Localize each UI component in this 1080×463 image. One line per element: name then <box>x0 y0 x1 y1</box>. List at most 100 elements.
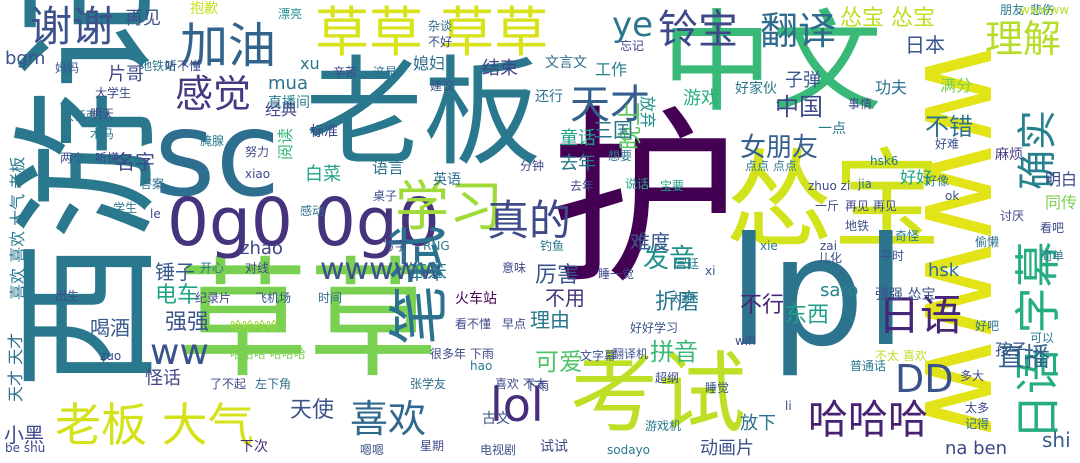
word: 电视剧 <box>480 443 517 457</box>
word: 草草 <box>178 244 439 396</box>
word: 好吧 <box>975 319 1000 333</box>
word: 喜欢 喜欢 大气 老板 <box>8 156 27 300</box>
word: le <box>150 207 161 221</box>
word: 功夫 <box>875 78 908 97</box>
word: 不错 <box>925 113 973 141</box>
word: 一斤 <box>815 199 840 213</box>
word: hsk <box>928 260 960 281</box>
word: 真的 <box>487 196 572 245</box>
word: 难度 <box>630 230 670 254</box>
word: 太难 <box>670 291 695 305</box>
word: 老板 大气 <box>55 398 254 452</box>
word: 锤子 <box>155 260 195 284</box>
word: 喝酒 <box>90 316 130 340</box>
word: 动画片 <box>700 438 754 459</box>
word: 白菜 <box>305 164 341 185</box>
word: 英语 <box>433 172 461 188</box>
word: 怂宝 <box>725 139 942 264</box>
word: 翻译机 <box>612 347 649 361</box>
word: 记得 <box>965 417 990 431</box>
word: sodayo <box>607 443 651 457</box>
word: 强强 <box>165 310 210 335</box>
word: 腌腺 <box>200 134 225 148</box>
word: 三国 <box>593 118 633 142</box>
word: 妈妈 <box>55 61 80 75</box>
word: na ben <box>945 438 1008 459</box>
word: xiao <box>245 167 271 181</box>
word: 护 <box>550 89 741 310</box>
word: 不用 <box>545 286 585 310</box>
word: 大话西游 <box>62 109 111 123</box>
word: 再见 <box>125 8 161 29</box>
word: 铃宝 <box>658 7 738 53</box>
word: 下次 <box>240 439 268 455</box>
word: 女朋友 <box>740 133 819 163</box>
word: 日语 <box>878 291 963 340</box>
word: 睡觉 <box>705 381 730 395</box>
word: 听懂 <box>95 151 120 165</box>
word: 翻译 <box>760 9 837 53</box>
word: 感动 <box>300 204 325 218</box>
word: 很多年 下雨 <box>430 347 494 361</box>
word: 中文 <box>662 0 882 127</box>
word: 喜欢 <box>350 397 427 441</box>
word: 答案 <box>140 177 165 191</box>
word: zhuo zi <box>808 179 851 193</box>
word: 笨笨 <box>407 260 447 284</box>
word: 不行 <box>740 293 785 318</box>
word: 了不起 <box>210 377 247 391</box>
word: wifi <box>735 334 756 348</box>
word: 这是 <box>373 65 398 79</box>
word: 讨厌 <box>1000 209 1025 223</box>
word: 朋友 <box>1000 3 1025 17</box>
word: 文字幕 <box>580 349 617 363</box>
word: zai <box>820 239 837 253</box>
word: 理由 <box>530 308 570 332</box>
word: 小黑 <box>4 423 44 447</box>
word: 古文 <box>482 411 510 427</box>
word: 左下角 <box>255 377 292 391</box>
word: saro <box>820 280 859 301</box>
word: bgm <box>5 48 46 69</box>
word: 发音 <box>643 244 696 274</box>
word: 标准 <box>310 124 338 140</box>
word: 纪录片 <box>195 291 232 305</box>
word: 放下 <box>740 413 776 434</box>
word: xi <box>705 264 716 278</box>
word: 天使 <box>290 398 335 423</box>
word: 哈哈哈哈 <box>230 319 279 333</box>
word: 还行 <box>535 89 563 105</box>
word: 中国 <box>775 93 823 121</box>
word: 早点 <box>502 317 527 331</box>
word: ww <box>150 332 209 373</box>
word: zhao <box>240 238 283 259</box>
word: 杂谈 <box>428 19 453 33</box>
word: 明白 <box>1045 170 1078 189</box>
word: wwwww <box>1020 3 1070 17</box>
word: 游戏机 <box>645 419 682 433</box>
word: 抱歉 <box>190 1 218 17</box>
word: hao <box>470 359 493 373</box>
word: mua <box>268 73 308 94</box>
word: 放弃 <box>638 96 657 129</box>
word: 文言文 <box>545 55 587 71</box>
word: 草草 草草 <box>315 1 549 64</box>
word: 经典 <box>265 100 298 119</box>
word: 日本 <box>905 33 945 57</box>
word: 说话 <box>625 177 650 191</box>
word: 阅读 <box>276 127 295 160</box>
word: 不太 喜欢 <box>875 349 927 363</box>
word: 同传 <box>1045 193 1078 212</box>
word: 意味 <box>502 261 527 275</box>
word: 天才 <box>570 82 650 128</box>
word: 好像 <box>925 174 950 188</box>
word: 喜欢 不太 <box>495 377 547 391</box>
word: 悲伤 <box>1030 3 1055 17</box>
word: be shu <box>5 441 46 455</box>
word: 一点 <box>818 121 846 137</box>
word: 强强 怂宝 <box>875 287 936 303</box>
word: 媳妇 <box>413 54 446 73</box>
word: 两个 <box>60 151 85 165</box>
word: 宫廷 <box>675 257 700 271</box>
